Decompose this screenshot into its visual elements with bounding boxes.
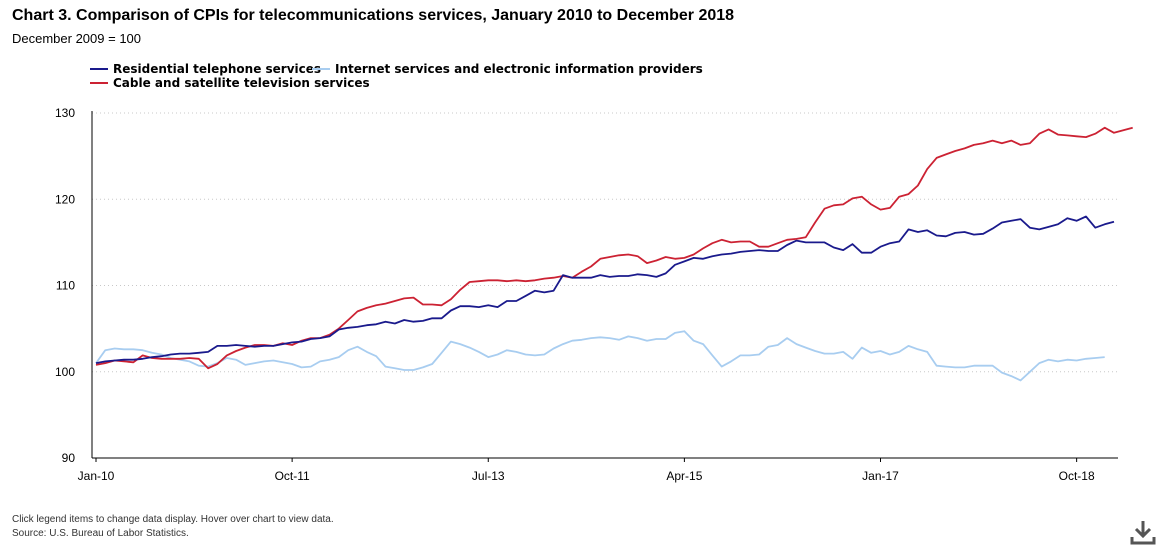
footnote-source: Source: U.S. Bureau of Labor Statistics. — [12, 528, 189, 539]
footnote-instructions: Click legend items to change data displa… — [12, 514, 334, 525]
x-tick-label-Oct-18: Oct-18 — [1059, 469, 1095, 483]
legend-swatch-internet-services — [312, 68, 330, 70]
x-tick-label-Apr-15: Apr-15 — [666, 469, 702, 483]
legend-label-internet-services: Internet services and electronic informa… — [335, 62, 703, 76]
series-line-residential-telephone — [95, 215, 1115, 364]
y-tick-label-130: 130 — [55, 106, 75, 120]
x-tick-label-Jan-17: Jan-17 — [862, 469, 899, 483]
x-tick-label-Jul-13: Jul-13 — [472, 469, 505, 483]
chart-title: Chart 3. Comparison of CPIs for telecomm… — [12, 7, 735, 24]
legend-item-residential-telephone[interactable]: Residential telephone services — [90, 62, 321, 76]
legend-label-cable-satellite: Cable and satellite television services — [113, 76, 370, 90]
y-tick-label-110: 110 — [56, 279, 75, 293]
series-line-internet-services — [95, 330, 1105, 382]
legend-item-internet-services[interactable]: Internet services and electronic informa… — [312, 62, 703, 76]
y-tick-label-90: 90 — [62, 451, 76, 465]
download-icon — [1130, 521, 1156, 545]
legend-swatch-cable-satellite — [90, 82, 108, 84]
x-tick-label-Jan-10: Jan-10 — [78, 469, 115, 483]
y-tick-label-100: 100 — [55, 365, 75, 379]
legend-label-residential-telephone: Residential telephone services — [113, 62, 322, 76]
legend-item-cable-satellite[interactable]: Cable and satellite television services — [90, 76, 370, 90]
y-tick-label-120: 120 — [55, 192, 75, 206]
chart-subtitle: December 2009 = 100 — [12, 31, 142, 46]
series-line-cable-satellite — [95, 126, 1133, 370]
legend-swatch-residential-telephone — [90, 68, 108, 70]
x-tick-label-Oct-11: Oct-11 — [275, 469, 310, 483]
download-button[interactable] — [1128, 518, 1158, 548]
